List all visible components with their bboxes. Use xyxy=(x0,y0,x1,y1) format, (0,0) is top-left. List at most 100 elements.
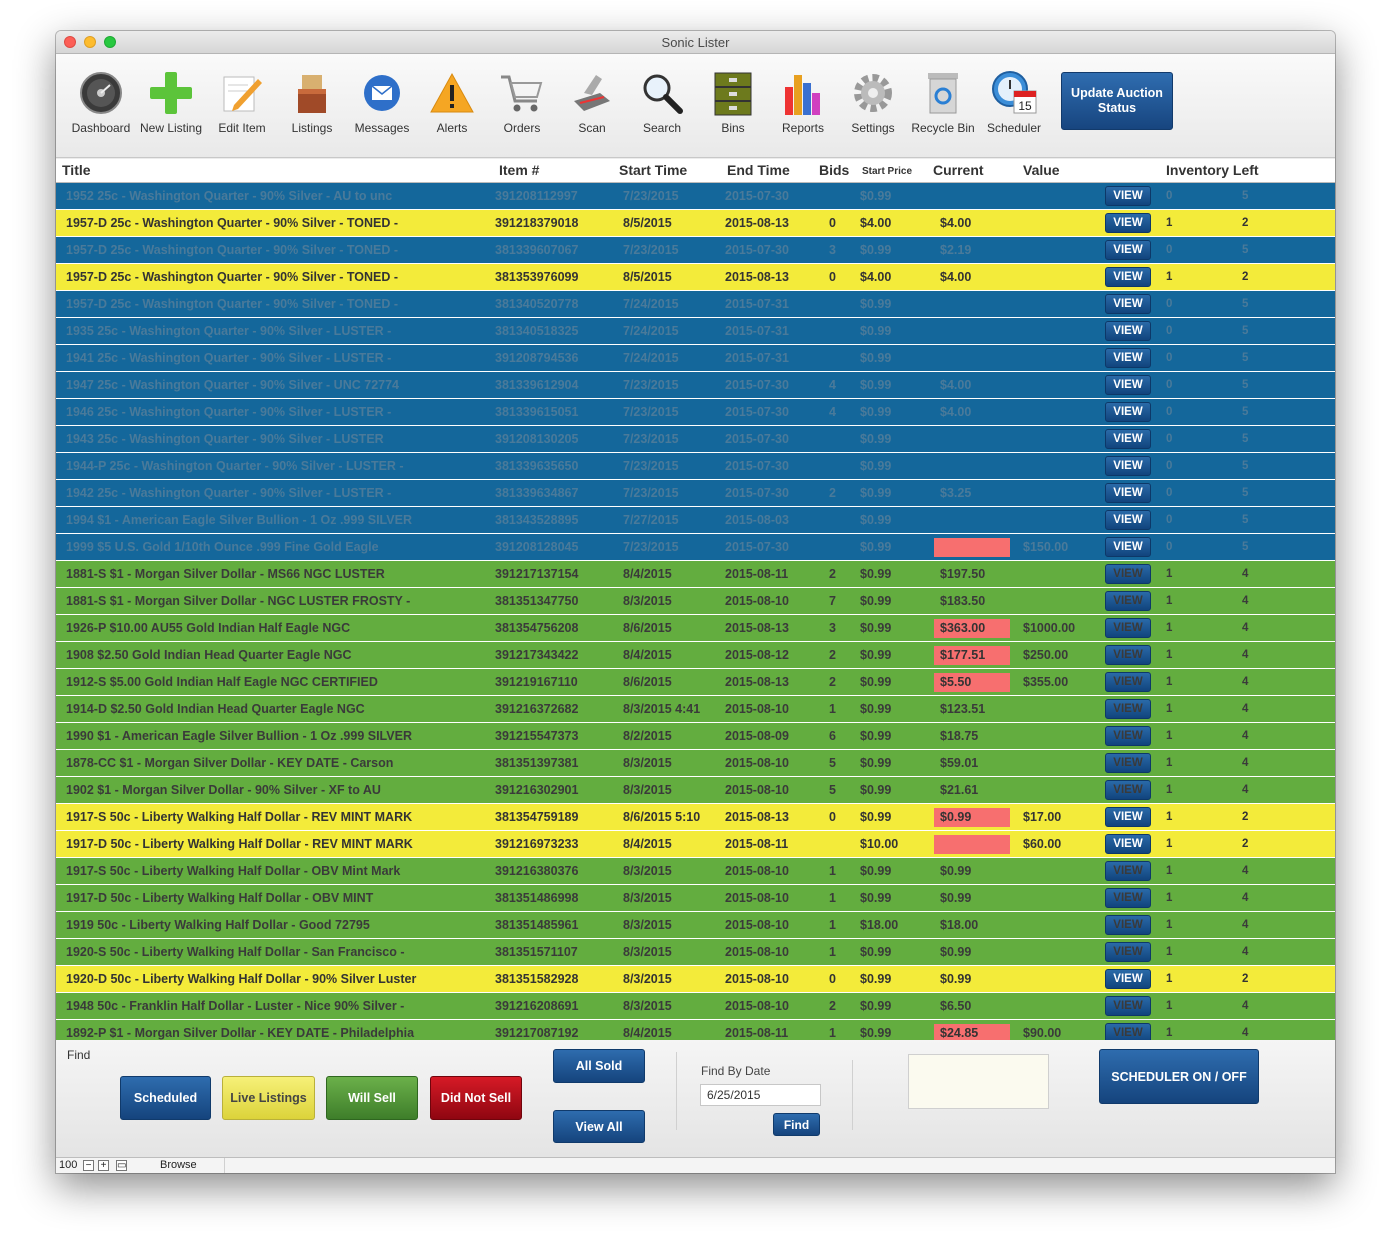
toolbar-search[interactable]: Search xyxy=(628,68,696,135)
table-row[interactable]: 1941 25c - Washington Quarter - 90% Silv… xyxy=(56,345,1335,372)
view-button[interactable]: VIEW xyxy=(1105,537,1151,557)
table-row[interactable]: 1920-D 50c - Liberty Walking Half Dollar… xyxy=(56,966,1335,993)
toolbar-orders[interactable]: Orders xyxy=(488,68,556,135)
toolbar-alerts[interactable]: Alerts xyxy=(418,68,486,135)
view-button[interactable]: VIEW xyxy=(1105,375,1151,395)
table-row[interactable]: 1999 $5 U.S. Gold 1/10th Ounce .999 Fine… xyxy=(56,534,1335,561)
table-row[interactable]: 1926-P $10.00 AU55 Gold Indian Half Eagl… xyxy=(56,615,1335,642)
toolbar-reports[interactable]: Reports xyxy=(769,68,837,135)
header-bids[interactable]: Bids xyxy=(819,162,850,178)
view-button[interactable]: VIEW xyxy=(1105,564,1151,584)
view-button[interactable]: VIEW xyxy=(1105,672,1151,692)
table-row[interactable]: 1957-D 25c - Washington Quarter - 90% Si… xyxy=(56,237,1335,264)
header-inventory-left[interactable]: Inventory Left xyxy=(1166,162,1259,178)
table-row[interactable]: 1957-D 25c - Washington Quarter - 90% Si… xyxy=(56,210,1335,237)
table-row[interactable]: 1917-S 50c - Liberty Walking Half Dollar… xyxy=(56,804,1335,831)
table-row[interactable]: 1957-D 25c - Washington Quarter - 90% Si… xyxy=(56,264,1335,291)
mode-label[interactable]: Browse xyxy=(160,1159,197,1171)
table-row[interactable]: 1881-S $1 - Morgan Silver Dollar - NGC L… xyxy=(56,588,1335,615)
scheduled-button[interactable]: Scheduled xyxy=(120,1076,211,1120)
view-button[interactable]: VIEW xyxy=(1105,429,1151,449)
view-button[interactable]: VIEW xyxy=(1105,726,1151,746)
view-button[interactable]: VIEW xyxy=(1105,915,1151,935)
will-sell-button[interactable]: Will Sell xyxy=(326,1076,418,1120)
table-row[interactable]: 1947 25c - Washington Quarter - 90% Silv… xyxy=(56,372,1335,399)
header-value[interactable]: Value xyxy=(1023,162,1060,178)
zoom-level[interactable]: 100 xyxy=(59,1159,78,1171)
view-button[interactable]: VIEW xyxy=(1105,996,1151,1016)
table-row[interactable]: 1948 50c - Franklin Half Dollar - Luster… xyxy=(56,993,1335,1020)
table-row[interactable]: 1990 $1 - American Eagle Silver Bullion … xyxy=(56,723,1335,750)
table-row[interactable]: 1881-S $1 - Morgan Silver Dollar - MS66 … xyxy=(56,561,1335,588)
table-row[interactable]: 1920-S 50c - Liberty Walking Half Dollar… xyxy=(56,939,1335,966)
view-button[interactable]: VIEW xyxy=(1105,294,1151,314)
table-row[interactable]: 1917-D 50c - Liberty Walking Half Dollar… xyxy=(56,831,1335,858)
table-row[interactable]: 1908 $2.50 Gold Indian Head Quarter Eagl… xyxy=(56,642,1335,669)
zoom-out-icon[interactable]: − xyxy=(83,1160,94,1171)
scheduler-toggle-button[interactable]: SCHEDULER ON / OFF xyxy=(1099,1049,1259,1104)
table-row[interactable]: 1942 25c - Washington Quarter - 90% Silv… xyxy=(56,480,1335,507)
table-row[interactable]: 1878-CC $1 - Morgan Silver Dollar - KEY … xyxy=(56,750,1335,777)
view-button[interactable]: VIEW xyxy=(1105,1023,1151,1040)
toolbar-bins[interactable]: Bins xyxy=(699,68,767,135)
view-button[interactable]: VIEW xyxy=(1105,888,1151,908)
toolbar-edit-item[interactable]: Edit Item xyxy=(208,68,276,135)
header-item-number[interactable]: Item # xyxy=(499,162,540,178)
view-button[interactable]: VIEW xyxy=(1105,267,1151,287)
table-row[interactable]: 1917-D 50c - Liberty Walking Half Dollar… xyxy=(56,885,1335,912)
toolbar-settings[interactable]: Settings xyxy=(839,68,907,135)
toolbar-new-listing[interactable]: New Listing xyxy=(137,68,205,135)
view-button[interactable]: VIEW xyxy=(1105,240,1151,260)
toolbar-listings[interactable]: Listings xyxy=(278,68,346,135)
table-row[interactable]: 1917-S 50c - Liberty Walking Half Dollar… xyxy=(56,858,1335,885)
table-row[interactable]: 1914-D $2.50 Gold Indian Head Quarter Ea… xyxy=(56,696,1335,723)
all-sold-button[interactable]: All Sold xyxy=(553,1049,645,1083)
header-title[interactable]: Title xyxy=(62,162,91,178)
view-button[interactable]: VIEW xyxy=(1105,861,1151,881)
view-button[interactable]: VIEW xyxy=(1105,969,1151,989)
header-start-price[interactable]: Start Price xyxy=(862,166,913,177)
view-button[interactable]: VIEW xyxy=(1105,456,1151,476)
table-row[interactable]: 1944-P 25c - Washington Quarter - 90% Si… xyxy=(56,453,1335,480)
view-button[interactable]: VIEW xyxy=(1105,942,1151,962)
table-row[interactable]: 1919 50c - Liberty Walking Half Dollar -… xyxy=(56,912,1335,939)
toolbar-messages[interactable]: Messages xyxy=(348,68,416,135)
table-row[interactable]: 1935 25c - Washington Quarter - 90% Silv… xyxy=(56,318,1335,345)
table-row[interactable]: 1946 25c - Washington Quarter - 90% Silv… xyxy=(56,399,1335,426)
toggle-status-area-icon[interactable]: ▭ xyxy=(116,1160,127,1171)
view-all-button[interactable]: View All xyxy=(553,1110,645,1143)
view-button[interactable]: VIEW xyxy=(1105,807,1151,827)
view-button[interactable]: VIEW xyxy=(1105,645,1151,665)
table-row[interactable]: 1952 25c - Washington Quarter - 90% Silv… xyxy=(56,183,1335,210)
toolbar-scheduler[interactable]: 15 Scheduler xyxy=(980,68,1048,135)
view-button[interactable]: VIEW xyxy=(1105,402,1151,422)
live-listings-button[interactable]: Live Listings xyxy=(222,1076,315,1120)
update-auction-status-button[interactable]: Update Auction Status xyxy=(1061,72,1173,130)
close-window-button[interactable] xyxy=(64,36,76,48)
view-button[interactable]: VIEW xyxy=(1105,348,1151,368)
table-row[interactable]: 1892-P $1 - Morgan Silver Dollar - KEY D… xyxy=(56,1020,1335,1040)
minimize-window-button[interactable] xyxy=(84,36,96,48)
toolbar-scan[interactable]: Scan xyxy=(558,68,626,135)
header-end-time[interactable]: End Time xyxy=(727,162,790,178)
did-not-sell-button[interactable]: Did Not Sell xyxy=(430,1076,522,1120)
view-button[interactable]: VIEW xyxy=(1105,591,1151,611)
toolbar-recycle-bin[interactable]: Recycle Bin xyxy=(909,68,977,135)
view-button[interactable]: VIEW xyxy=(1105,780,1151,800)
table-row[interactable]: 1912-S $5.00 Gold Indian Half Eagle NGC … xyxy=(56,669,1335,696)
table-row[interactable]: 1994 $1 - American Eagle Silver Bullion … xyxy=(56,507,1335,534)
note-box[interactable] xyxy=(908,1054,1049,1109)
view-button[interactable]: VIEW xyxy=(1105,699,1151,719)
find-button[interactable]: Find xyxy=(773,1113,820,1136)
view-button[interactable]: VIEW xyxy=(1105,321,1151,341)
view-button[interactable]: VIEW xyxy=(1105,753,1151,773)
view-button[interactable]: VIEW xyxy=(1105,510,1151,530)
find-date-input[interactable] xyxy=(700,1084,821,1106)
header-current[interactable]: Current xyxy=(933,162,984,178)
table-row[interactable]: 1957-D 25c - Washington Quarter - 90% Si… xyxy=(56,291,1335,318)
zoom-window-button[interactable] xyxy=(104,36,116,48)
view-button[interactable]: VIEW xyxy=(1105,213,1151,233)
view-button[interactable]: VIEW xyxy=(1105,618,1151,638)
table-row[interactable]: 1902 $1 - Morgan Silver Dollar - 90% Sil… xyxy=(56,777,1335,804)
view-button[interactable]: VIEW xyxy=(1105,186,1151,206)
